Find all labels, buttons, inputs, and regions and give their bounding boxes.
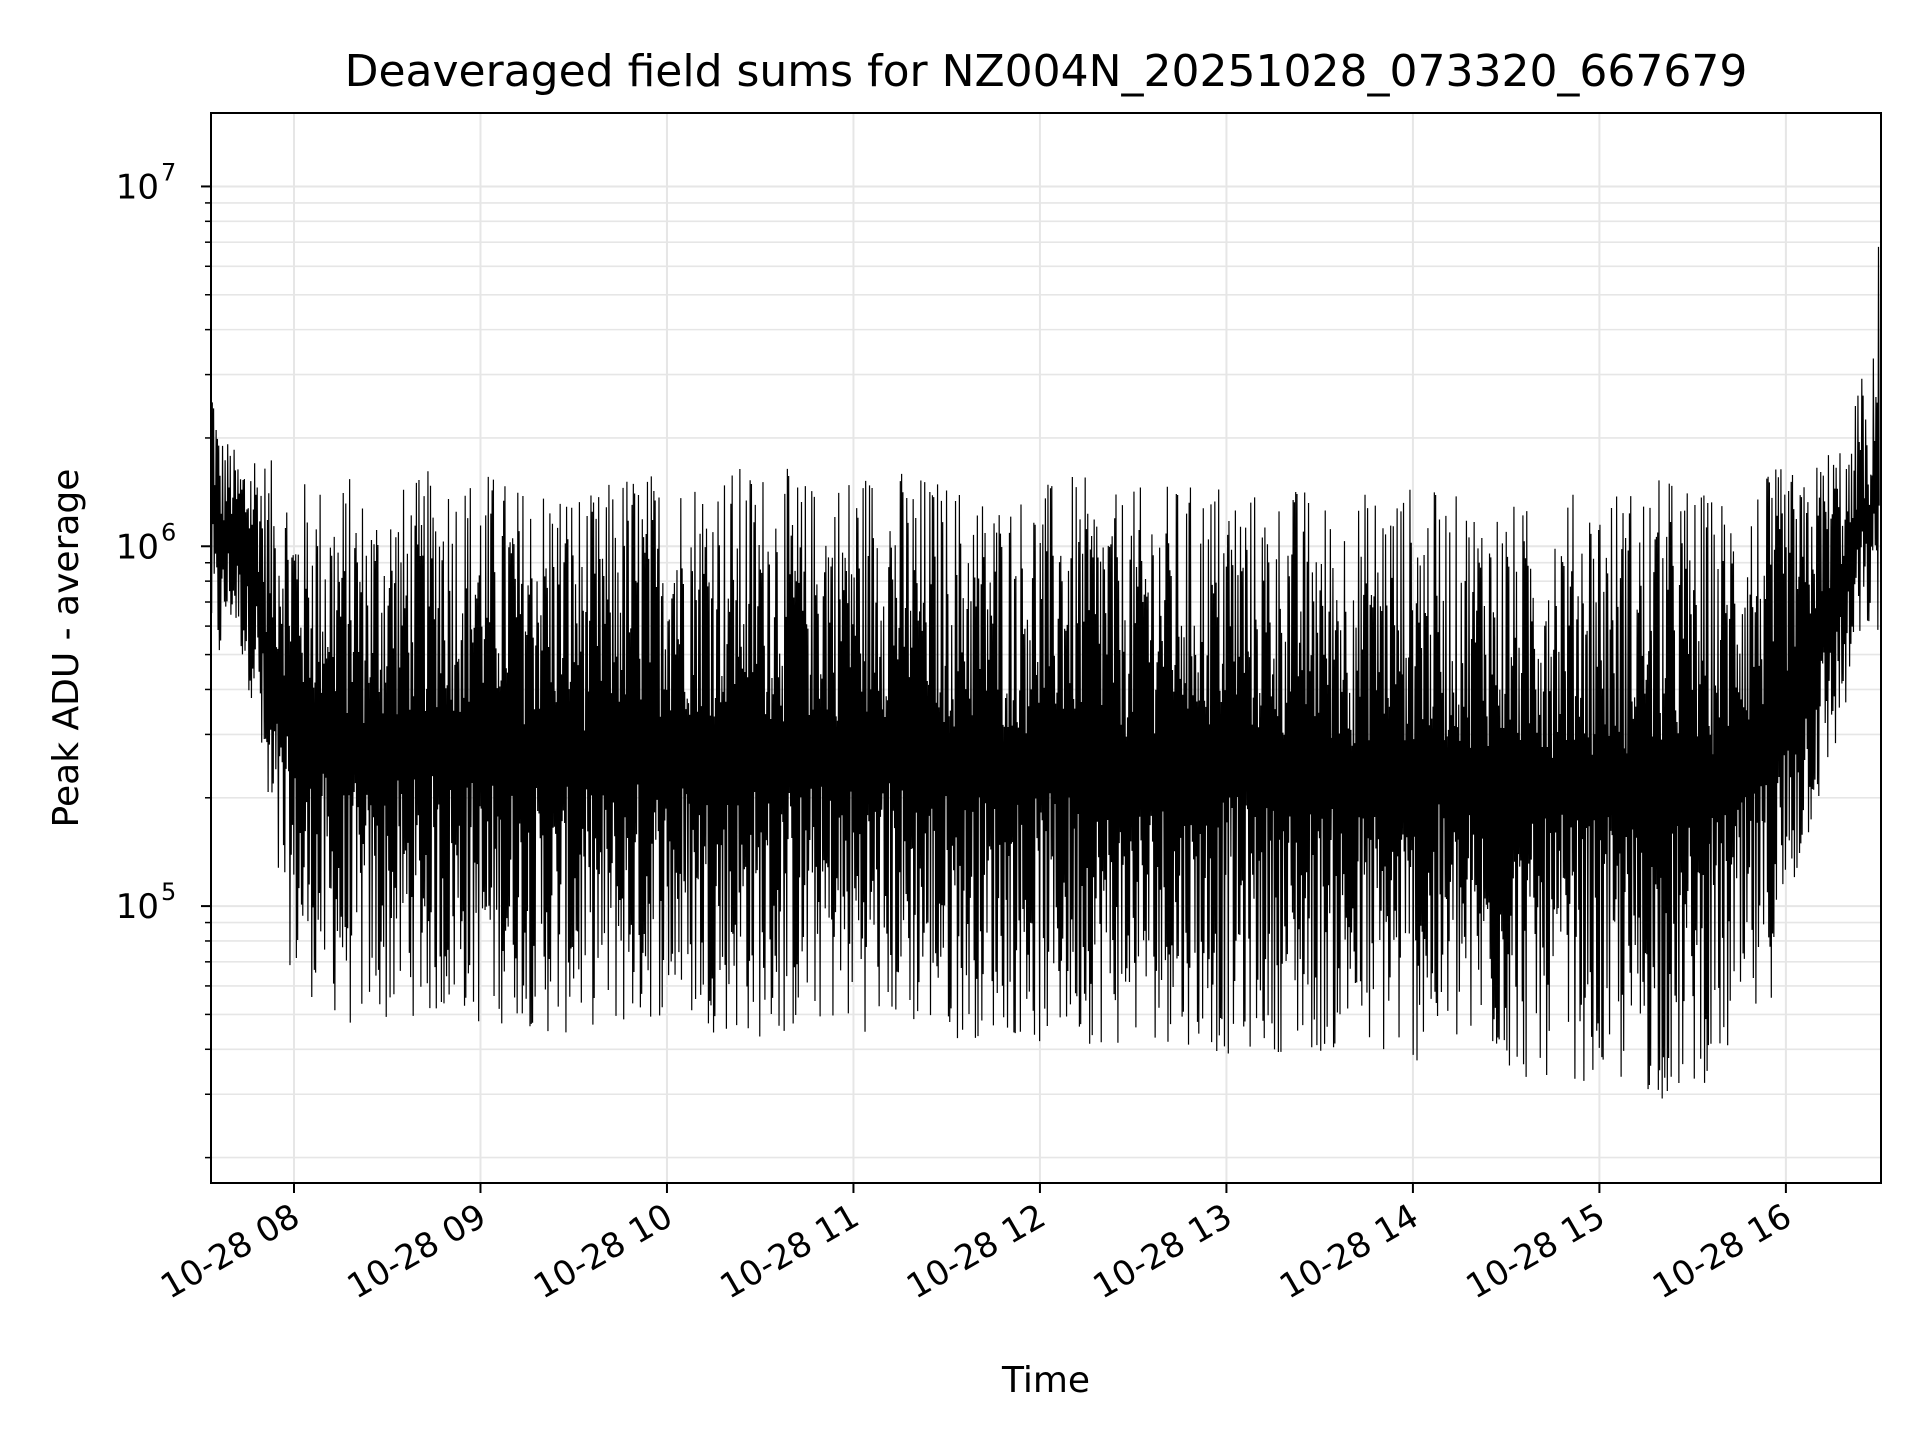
y-tick-label: 10 6 [116, 518, 177, 567]
series-line-group [210, 246, 1880, 1099]
y-tick-label-base: 10 [116, 167, 159, 207]
y-tick-label: 10 7 [116, 158, 177, 207]
y-tick-label-exponent: 6 [161, 518, 176, 546]
y-tick-label-exponent: 7 [161, 158, 176, 186]
y-tick-label-base: 10 [116, 887, 159, 927]
y-tick-label-base: 10 [116, 527, 159, 567]
y-tick-label-exponent: 5 [161, 878, 176, 906]
y-tick-label: 10 5 [116, 878, 177, 927]
series-line-deaveraged-sum [210, 246, 1880, 1099]
chart-title: Deaveraged field sums for NZ004N_2025102… [345, 46, 1748, 97]
plot-frame [210, 112, 1882, 1184]
x-axis-label: Time [1001, 1360, 1090, 1401]
y-axis-label: Peak ADU - average [46, 469, 87, 828]
